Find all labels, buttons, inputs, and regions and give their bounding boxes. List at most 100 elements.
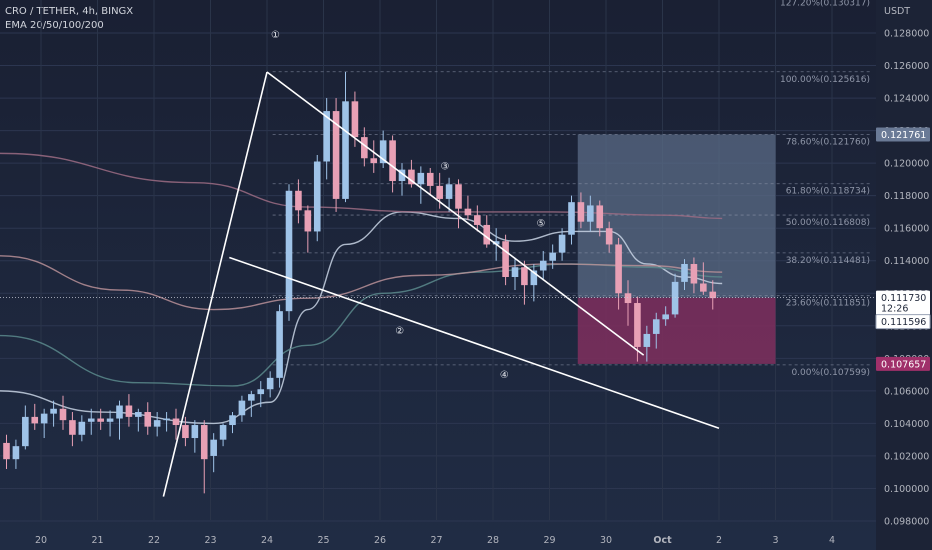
candle-body (50, 408, 57, 414)
candle (398, 163, 406, 196)
candle-body (577, 202, 585, 222)
candle-body (521, 267, 528, 286)
candle-body (351, 101, 359, 138)
candle (577, 192, 585, 229)
candle (624, 280, 632, 326)
candle-body (219, 425, 227, 440)
candle (511, 257, 519, 291)
price-tick: 0.120000 (884, 159, 929, 170)
time-tick: Oct (653, 535, 672, 546)
price-axis: USDT0.1280000.1260000.1240000.1220000.12… (875, 0, 932, 550)
candle-body (634, 303, 641, 347)
candle-body (78, 421, 86, 435)
current-price-tag-bg (876, 290, 930, 315)
candle (530, 263, 538, 302)
candle (248, 390, 255, 417)
ema-price-tag-bg (875, 314, 931, 330)
candle-body (624, 293, 632, 304)
candle (370, 140, 378, 173)
candle-body (361, 137, 368, 159)
candle (59, 395, 67, 430)
candle-body (596, 205, 604, 229)
candle (464, 195, 472, 221)
time-tick: 20 (35, 535, 47, 546)
candle (304, 205, 312, 253)
candle (87, 408, 95, 435)
candle (238, 395, 246, 422)
candle-body (643, 333, 651, 347)
candle (135, 408, 142, 432)
time-axis: 20 21 22 23 24 25 26 27 28 29 30 Oct 2 3 4 (35, 535, 835, 546)
candle (323, 98, 330, 180)
candle (502, 234, 509, 286)
trendline-wave-1-leg (162, 71, 268, 497)
candle-body (163, 418, 170, 421)
time-tick: 21 (91, 535, 103, 546)
candle (285, 184, 293, 321)
time-tick: 4 (829, 535, 835, 546)
candle (332, 98, 340, 212)
candle-body (502, 241, 509, 278)
candle (229, 412, 236, 434)
countdown-tag: 12:26 (881, 304, 908, 315)
candle (97, 408, 104, 430)
candle (40, 408, 48, 439)
candle (417, 166, 425, 204)
candle (22, 405, 29, 450)
time-tick: 29 (543, 535, 555, 546)
candle (671, 273, 679, 318)
fib-label: 23.60%(0.111851) (786, 299, 870, 309)
price-tick: 0.116000 (884, 224, 929, 235)
target-price-tag-bg (876, 127, 930, 142)
candle-body (116, 405, 123, 419)
price-tick: 0.098000 (884, 517, 929, 528)
currency-label: USDT (884, 6, 910, 17)
ema-200-line (0, 152, 723, 220)
symbol-title[interactable]: CRO / TETHER, 4h, BINGX (5, 6, 134, 17)
trendline-lower-wedge (229, 256, 720, 430)
candle (12, 439, 20, 469)
time-tick: 22 (148, 535, 160, 546)
candle-body (3, 442, 10, 460)
candle-body (605, 228, 613, 245)
wave-label-4: ④ (500, 370, 509, 381)
candle-body (455, 184, 462, 209)
indicator-legend[interactable]: EMA 20/50/100/200 (5, 20, 104, 31)
candle (568, 195, 575, 245)
candle (690, 257, 698, 294)
candle (153, 412, 161, 437)
candle-body (549, 252, 556, 261)
candle (389, 135, 396, 193)
candle (426, 168, 434, 196)
candle-body (172, 418, 180, 426)
wave-label-2: ② (395, 326, 404, 337)
candle (313, 155, 321, 242)
candle (681, 259, 688, 291)
candle-body (144, 412, 152, 427)
candle (69, 412, 76, 447)
candle-body (568, 202, 575, 235)
candle (445, 177, 453, 212)
candle (643, 325, 651, 362)
wave-label-3: ③ (440, 162, 449, 173)
price-axis-bg (876, 0, 932, 550)
candle-body (125, 405, 133, 417)
candle-body (295, 190, 302, 211)
candle-body (87, 418, 95, 422)
candle-body (200, 425, 208, 460)
time-tick: 27 (430, 535, 442, 546)
candle (31, 403, 39, 430)
candle (596, 200, 604, 237)
candle (210, 433, 217, 473)
wave-label-1: ① (271, 30, 280, 41)
candle-body (389, 140, 396, 182)
price-tick: 0.100000 (884, 484, 929, 495)
candle-body (436, 185, 443, 199)
stop-price-tag: 0.107657 (881, 359, 926, 370)
candle (3, 434, 10, 469)
candle (276, 304, 283, 388)
trendline-upper-wedge (266, 71, 645, 356)
price-tick: 0.126000 (884, 61, 929, 72)
